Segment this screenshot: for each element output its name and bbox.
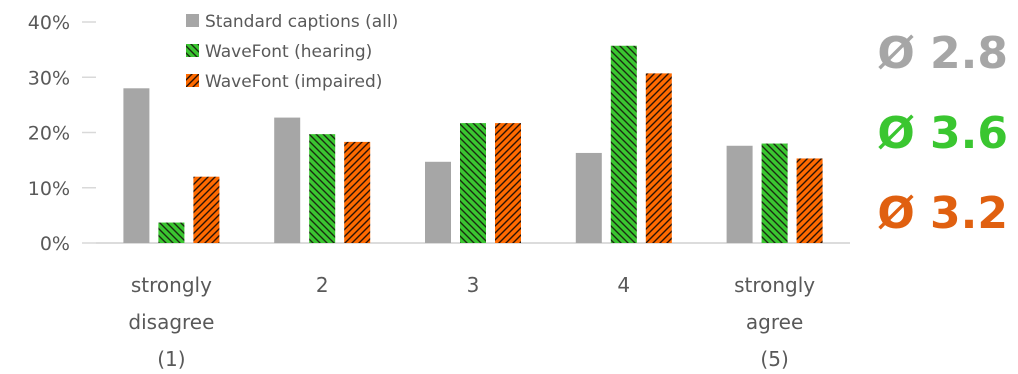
bar-wavefont-impaired [645, 73, 672, 243]
y-tick-label: 10% [28, 178, 70, 200]
x-category-label: strongly [131, 273, 212, 297]
average-label: Ø 3.2 [877, 188, 1008, 239]
bar-standard [726, 145, 753, 243]
legend-swatch [186, 14, 199, 27]
bar-wavefont-hearing [460, 123, 486, 243]
y-tick-label: 30% [28, 67, 70, 89]
bar-wavefont-impaired [796, 158, 823, 243]
x-category-label: (1) [157, 347, 185, 371]
legend-swatch [186, 44, 199, 57]
bar-standard [425, 161, 451, 243]
y-tick-label: 40% [28, 12, 70, 34]
bar-wavefont-hearing [309, 134, 336, 243]
x-category-label: 4 [617, 273, 630, 297]
bar-standard [123, 88, 150, 243]
x-category-label: strongly [734, 273, 815, 297]
bar-wavefont-hearing [761, 143, 788, 243]
x-category-label: agree [746, 310, 803, 334]
bar-wavefont-hearing [158, 222, 185, 243]
x-category-label: (5) [760, 347, 788, 371]
x-category-label: 2 [316, 273, 329, 297]
bar-standard [575, 152, 602, 243]
bar-wavefont-impaired [495, 123, 521, 243]
average-label: Ø 3.6 [877, 108, 1008, 159]
legend-entry: Standard captions (all) [205, 12, 398, 32]
y-tick-label: 0% [40, 233, 70, 255]
bar-wavefont-impaired [344, 141, 371, 243]
legend-entry: WaveFont (impaired) [205, 72, 382, 92]
legend-entry: WaveFont (hearing) [205, 42, 372, 62]
bar-wavefont-hearing [610, 45, 637, 243]
average-label: Ø 2.8 [877, 28, 1008, 79]
bar-standard [274, 117, 301, 243]
y-tick-label: 20% [28, 123, 70, 145]
x-category-label: disagree [128, 310, 214, 334]
bar-wavefont-impaired [193, 176, 220, 243]
x-category-label: 3 [467, 273, 480, 297]
legend-swatch [186, 74, 199, 87]
